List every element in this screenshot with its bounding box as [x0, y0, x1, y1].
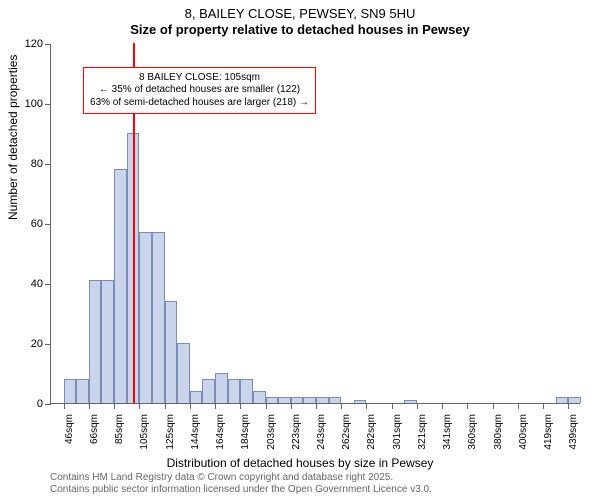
histogram-bar — [101, 280, 114, 403]
y-tick-label: 80 — [31, 158, 43, 170]
x-tick-label: 184sqm — [240, 414, 251, 454]
x-tick — [190, 403, 191, 409]
x-tick — [316, 403, 317, 409]
histogram-bar — [114, 169, 127, 403]
x-tick-label: 301sqm — [392, 414, 403, 454]
y-tick — [45, 104, 51, 105]
x-tick-label: 85sqm — [114, 414, 125, 454]
histogram-bar — [89, 280, 102, 403]
histogram-bar — [152, 232, 165, 403]
histogram-bar — [568, 397, 581, 403]
x-tick — [266, 403, 267, 409]
histogram-bar — [354, 400, 367, 403]
x-tick — [165, 403, 166, 409]
marker-annotation: 8 BAILEY CLOSE: 105sqm← 35% of detached … — [83, 67, 316, 115]
footer-line-2: Contains public sector information licen… — [50, 484, 432, 496]
chart-title-sub: Size of property relative to detached ho… — [0, 22, 600, 37]
x-axis-label: Distribution of detached houses by size … — [0, 456, 600, 470]
x-tick — [366, 403, 367, 409]
x-tick-label: 321sqm — [417, 414, 428, 454]
y-tick-label: 40 — [31, 278, 43, 290]
y-tick-label: 100 — [25, 98, 43, 110]
y-axis-label: Number of detached properties — [6, 55, 20, 220]
histogram-bar — [316, 397, 329, 403]
x-tick-label: 66sqm — [89, 414, 100, 454]
x-tick-label: 419sqm — [543, 414, 554, 454]
x-tick-label: 380sqm — [493, 414, 504, 454]
histogram-bar — [291, 397, 304, 403]
x-tick — [240, 403, 241, 409]
histogram-bar — [278, 397, 291, 403]
x-tick-label: 144sqm — [190, 414, 201, 454]
histogram-bar — [253, 391, 266, 403]
x-tick-label: 164sqm — [215, 414, 226, 454]
marker-annotation-line: ← 35% of detached houses are smaller (12… — [90, 84, 309, 97]
marker-annotation-line: 8 BAILEY CLOSE: 105sqm — [90, 72, 309, 85]
x-tick-label: 360sqm — [467, 414, 478, 454]
histogram-bar — [329, 397, 342, 403]
histogram-bar — [139, 232, 152, 403]
y-tick — [45, 404, 51, 405]
histogram-bar — [240, 379, 253, 403]
x-tick-label: 223sqm — [291, 414, 302, 454]
y-tick-label: 0 — [37, 398, 43, 410]
histogram-bar — [404, 400, 417, 403]
plot-area: 02040608010012046sqm66sqm85sqm105sqm125s… — [50, 44, 580, 404]
y-tick-label: 120 — [25, 38, 43, 50]
histogram-bar — [190, 391, 203, 403]
x-tick-label: 243sqm — [316, 414, 327, 454]
histogram-bar — [266, 397, 279, 403]
x-tick — [417, 403, 418, 409]
histogram-bar — [215, 373, 228, 403]
chart-container: 8, BAILEY CLOSE, PEWSEY, SN9 5HU Size of… — [0, 0, 600, 500]
histogram-bar — [202, 379, 215, 403]
x-tick — [114, 403, 115, 409]
x-tick — [89, 403, 90, 409]
x-tick — [467, 403, 468, 409]
x-tick — [139, 403, 140, 409]
x-tick — [341, 403, 342, 409]
x-tick-label: 439sqm — [568, 414, 579, 454]
histogram-bar — [165, 301, 178, 403]
histogram-bar — [556, 397, 569, 403]
marker-annotation-line: 63% of semi-detached houses are larger (… — [90, 97, 309, 110]
y-tick-label: 20 — [31, 338, 43, 350]
histogram-bar — [76, 379, 89, 403]
histogram-bar — [177, 343, 190, 403]
y-tick — [45, 224, 51, 225]
x-tick-label: 341sqm — [442, 414, 453, 454]
y-tick — [45, 284, 51, 285]
x-tick-label: 46sqm — [64, 414, 75, 454]
x-tick — [442, 403, 443, 409]
x-tick-label: 400sqm — [518, 414, 529, 454]
histogram-bar — [64, 379, 77, 403]
x-tick-label: 105sqm — [139, 414, 150, 454]
x-tick — [291, 403, 292, 409]
y-tick — [45, 344, 51, 345]
histogram-bar — [303, 397, 316, 403]
x-tick-label: 262sqm — [341, 414, 352, 454]
x-tick — [543, 403, 544, 409]
x-tick-label: 282sqm — [366, 414, 377, 454]
y-tick-label: 60 — [31, 218, 43, 230]
x-tick-label: 203sqm — [266, 414, 277, 454]
x-tick — [518, 403, 519, 409]
x-tick — [215, 403, 216, 409]
chart-footer: Contains HM Land Registry data © Crown c… — [50, 472, 432, 496]
y-tick — [45, 44, 51, 45]
x-tick — [392, 403, 393, 409]
chart-title-main: 8, BAILEY CLOSE, PEWSEY, SN9 5HU — [0, 6, 600, 21]
histogram-bar — [228, 379, 241, 403]
footer-line-1: Contains HM Land Registry data © Crown c… — [50, 472, 432, 484]
x-tick — [568, 403, 569, 409]
x-tick-label: 125sqm — [165, 414, 176, 454]
x-tick — [64, 403, 65, 409]
x-tick — [493, 403, 494, 409]
y-tick — [45, 164, 51, 165]
